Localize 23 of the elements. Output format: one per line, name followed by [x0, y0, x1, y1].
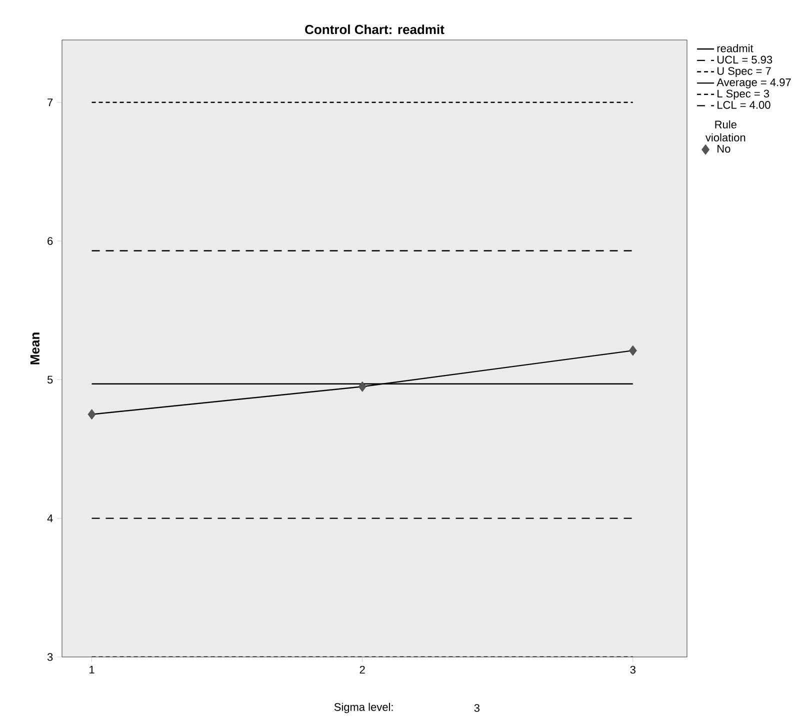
point [88, 409, 96, 420]
y-tick-label: 7 [48, 98, 53, 106]
legend-label: U Spec = 7 [717, 67, 771, 78]
legend-label: L Spec = 3 [718, 90, 770, 100]
x-tick-label: 3 [630, 666, 636, 674]
point [628, 345, 637, 356]
text: Sigma level: [334, 702, 393, 714]
y-axis-title: Mean [30, 332, 40, 364]
y-tick-label: 5 [47, 376, 53, 384]
text: 3 [474, 704, 480, 712]
legend-label: LCL = 4.00 [718, 101, 770, 109]
legend-label: UCL = 5.93 [717, 56, 772, 64]
legend-label: No [718, 144, 730, 153]
x-tick-label: 2 [360, 666, 365, 674]
point [358, 381, 366, 392]
x-tick-label: 1 [90, 666, 94, 674]
legend-title: Rule violation [706, 120, 746, 142]
y-tick-label: 4 [47, 514, 53, 522]
chart-title: Control Chart: readmit [305, 24, 444, 34]
y-tick-label: 6 [48, 237, 53, 245]
legend-label: readmit [717, 44, 754, 52]
legend-label: Average = 4.97 [716, 78, 791, 88]
y-tick-label: 3 [47, 653, 53, 661]
